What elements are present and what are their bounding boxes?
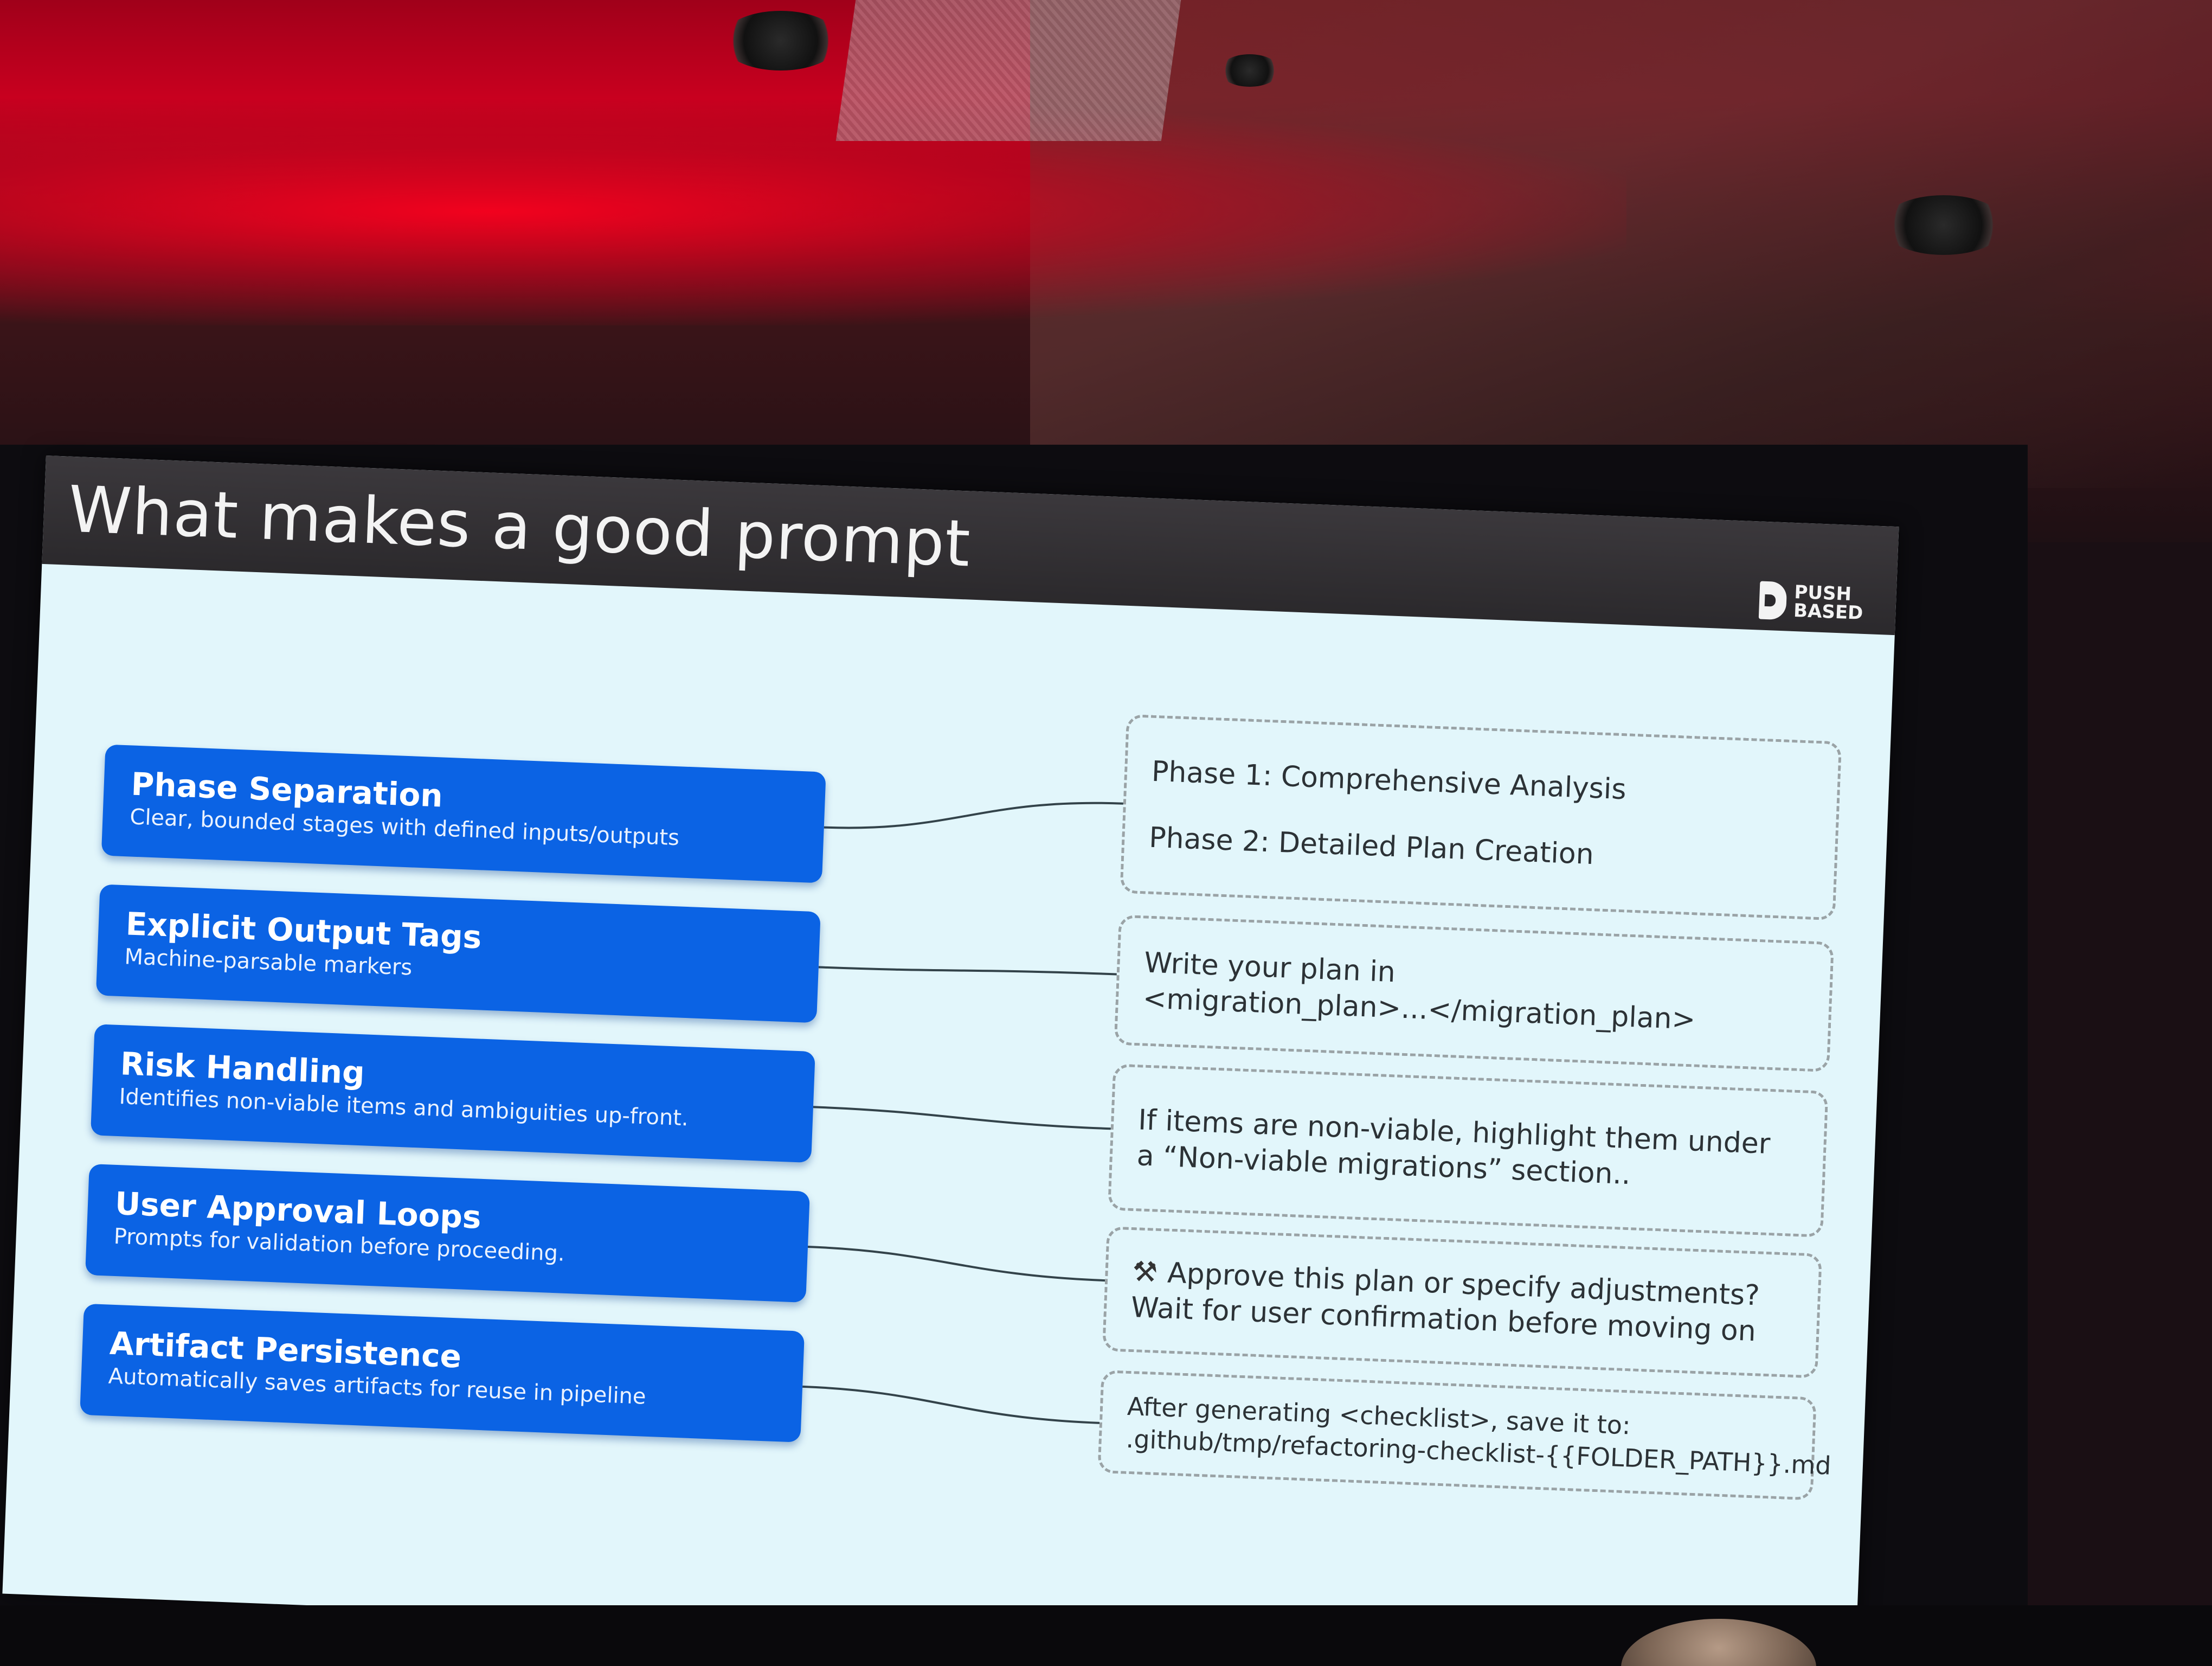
example-output-tags: Write your plan in <migration_plan>...</…: [1114, 914, 1834, 1073]
presentation-slide: What makes a good prompt PUSH BASED Phas…: [2, 456, 1899, 1665]
connector-phase-separation: [824, 802, 1123, 829]
ceiling-light: [721, 11, 840, 71]
ceiling-light: [1881, 195, 2006, 255]
connector-output-tags: [818, 966, 1117, 976]
ceiling-vent: [835, 0, 1181, 141]
ceiling-light: [1220, 54, 1279, 87]
example-risk-handling: If items are non-viable, highlight them …: [1108, 1063, 1829, 1238]
connector-artifact-persistence: [802, 1385, 1100, 1424]
example-phases: Phase 1: Comprehensive Analysis Phase 2:…: [1120, 714, 1842, 921]
connector-approval-loops: [807, 1246, 1105, 1282]
hammer-wrench-icon: ⚒: [1131, 1255, 1159, 1289]
connector-lines: [802, 802, 1123, 1424]
connector-risk-handling: [813, 1106, 1111, 1130]
audience-area: [0, 1605, 2212, 1666]
red-stage-lighting: [0, 98, 1626, 325]
